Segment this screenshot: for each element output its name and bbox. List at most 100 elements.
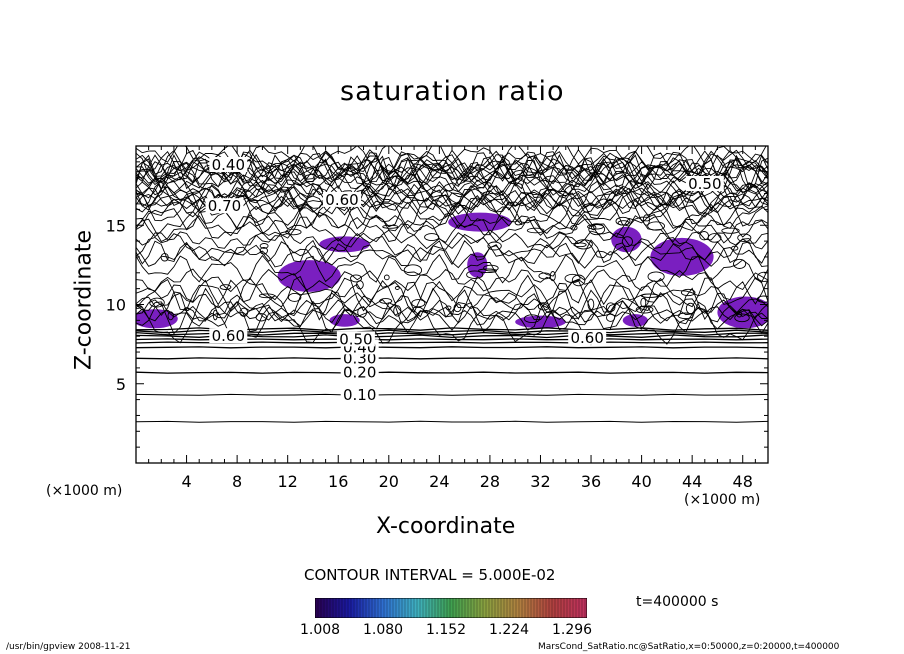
- contour-loop: [736, 311, 743, 318]
- contour-loop: [571, 274, 586, 287]
- colorbar-tick-label: 1.008: [300, 622, 341, 638]
- contour-loop: [538, 272, 551, 280]
- x-tick-label: 24: [429, 472, 449, 491]
- contour-loop: [587, 298, 595, 311]
- contour-loop: [259, 247, 268, 255]
- supersaturated-region: [622, 314, 648, 327]
- contour-label-bg: [323, 191, 361, 207]
- contour-loop: [685, 302, 696, 315]
- contour-loop: [357, 306, 367, 318]
- contour-loop: [350, 274, 362, 283]
- x-tick-label: 40: [631, 472, 651, 491]
- contour-label-bg: [209, 157, 248, 172]
- contour-loop: [411, 299, 426, 308]
- contour-label: 0.60: [212, 327, 245, 345]
- contour-label: 0.10: [343, 386, 376, 404]
- contour-loop: [756, 295, 768, 303]
- colorbar: [315, 598, 587, 618]
- contour-loop: [707, 233, 722, 243]
- contour-loop: [239, 307, 249, 317]
- x-axis-label: X-coordinate: [376, 514, 516, 539]
- contour-loop: [167, 311, 174, 321]
- y-tick-label: 15: [106, 216, 126, 235]
- y-axis-label: Z-coordinate: [71, 230, 97, 370]
- time-stamp: t=400000 s: [636, 594, 719, 610]
- footer-right: MarsCond_SatRatio.nc@SatRatio,x=0:50000,…: [538, 642, 840, 652]
- contour-loop: [590, 225, 597, 231]
- colorbar-tick-label: 1.152: [426, 622, 467, 638]
- contour-loop: [731, 245, 739, 251]
- contour-loop: [677, 312, 694, 320]
- contour-line: [136, 420, 768, 423]
- contour-line: [136, 239, 768, 266]
- contour-loop: [424, 233, 440, 242]
- contour-loop: [737, 233, 752, 243]
- contour-line: [136, 197, 768, 235]
- contour-label-bg: [340, 386, 379, 402]
- contour-loop: [574, 239, 593, 250]
- contour-loop: [453, 303, 462, 313]
- contour-line: [136, 299, 768, 327]
- y-axis-unit: (×1000 m): [46, 483, 123, 499]
- contour-loop: [606, 313, 616, 322]
- contour-line: [136, 185, 768, 212]
- supersaturated-region: [650, 237, 714, 276]
- contour-loop: [136, 304, 143, 309]
- contour-loop: [514, 220, 523, 226]
- footer-left: /usr/bin/gpview 2008-11-21: [6, 642, 131, 652]
- contour-line: [136, 243, 768, 269]
- contour-line: [136, 292, 768, 321]
- contour-loop: [721, 227, 740, 234]
- contour-interval: CONTOUR INTERVAL = 5.000E-02: [304, 566, 556, 584]
- contour-label: 0.20: [343, 364, 376, 382]
- contour-label: 0.70: [208, 197, 241, 215]
- contour-label: 0.60: [325, 191, 358, 209]
- contour-label: 0.40: [212, 156, 245, 174]
- contour-line: [136, 159, 768, 186]
- contour-loop: [478, 268, 497, 274]
- contour-label-bg: [340, 364, 379, 380]
- contour-loop: [379, 298, 393, 304]
- contour-loop: [183, 307, 190, 312]
- contour-loop: [537, 302, 550, 311]
- contour-loop: [487, 241, 502, 251]
- contour-loop: [699, 231, 709, 241]
- contour-line: [136, 287, 768, 321]
- contour-line: [136, 167, 768, 194]
- contour-loop: [642, 214, 650, 226]
- x-tick-label: 36: [581, 472, 601, 491]
- x-axis-unit: (×1000 m): [684, 492, 761, 508]
- contour-line: [136, 172, 768, 197]
- contour-loop: [149, 297, 165, 308]
- x-tick-label: 8: [232, 472, 242, 491]
- colorbar-tick-label: 1.080: [363, 622, 404, 638]
- contour-loop: [733, 258, 747, 269]
- contour-loop: [526, 227, 545, 234]
- contour-loop: [605, 302, 616, 313]
- supersaturated-region: [515, 315, 566, 329]
- contour-loop: [160, 252, 169, 262]
- colorbar-tick-label: 1.224: [489, 622, 530, 638]
- contour-line: [136, 346, 768, 349]
- contour-loop: [587, 224, 604, 230]
- contour-loop: [382, 224, 399, 229]
- contour-line: [136, 179, 768, 208]
- contour-loop: [640, 293, 659, 298]
- contour-loop: [680, 288, 696, 297]
- contour-loop: [393, 305, 402, 317]
- x-tick-label: 28: [480, 472, 500, 491]
- contour-line: [136, 300, 768, 335]
- colorbar-tick-label: 1.296: [552, 622, 593, 638]
- x-tick-label: 12: [278, 472, 298, 491]
- contour-loop: [212, 309, 218, 321]
- contour-label-bg: [685, 176, 724, 191]
- contour-loop: [394, 286, 400, 290]
- contour-loop: [570, 225, 578, 231]
- contour-loop: [523, 314, 541, 324]
- contour-loop: [287, 292, 302, 302]
- contour-line: [136, 393, 768, 396]
- contour-line: [136, 181, 768, 207]
- contour-line: [136, 232, 768, 263]
